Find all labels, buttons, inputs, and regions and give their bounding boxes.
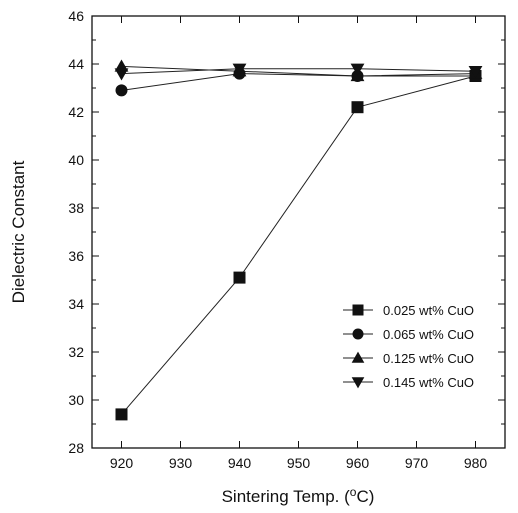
series-markers bbox=[114, 59, 483, 421]
data-point-s1-2 bbox=[233, 271, 246, 284]
data-point-s2-1 bbox=[115, 84, 128, 97]
y-tick-label: 46 bbox=[68, 8, 84, 24]
series-line-3 bbox=[121, 65, 476, 77]
legend-marker-2 bbox=[352, 328, 364, 340]
data-point-s4-1 bbox=[114, 68, 129, 81]
y-tick-label: 34 bbox=[68, 296, 84, 312]
data-point-s1-3 bbox=[351, 101, 364, 114]
x-axis-label-main: Sintering Temp. ( bbox=[222, 487, 351, 506]
series-line-2 bbox=[121, 73, 476, 91]
y-axis-label: Dielectric Constant bbox=[9, 160, 28, 303]
x-tick-label: 930 bbox=[169, 455, 193, 471]
y-tick-label: 36 bbox=[68, 248, 84, 264]
legend-marker-1 bbox=[352, 304, 364, 316]
legend-label-4: 0.145 wt% CuO bbox=[383, 375, 474, 390]
y-tick-label: 30 bbox=[68, 392, 84, 408]
data-point-s1-1 bbox=[115, 408, 128, 421]
legend-label-1: 0.025 wt% CuO bbox=[383, 303, 474, 318]
x-tick-label: 960 bbox=[346, 455, 370, 471]
y-tick-label: 38 bbox=[68, 200, 84, 216]
x-tick-label: 980 bbox=[464, 455, 488, 471]
y-tick-label: 32 bbox=[68, 344, 84, 360]
axis-ticks: 920 930 940 950 960 970 980 28 30 32 34 36 38 40 42 44 4… bbox=[68, 8, 505, 471]
x-tick-label: 920 bbox=[110, 455, 134, 471]
x-tick-label: 950 bbox=[287, 455, 311, 471]
legend-label-2: 0.065 wt% CuO bbox=[383, 327, 474, 342]
x-tick-label: 940 bbox=[228, 455, 252, 471]
legend-marker-3 bbox=[351, 351, 365, 363]
y-tick-label: 28 bbox=[68, 440, 84, 456]
x-axis-label-unit: C) bbox=[356, 487, 374, 506]
data-point-s4-3 bbox=[350, 63, 365, 76]
legend-marker-4 bbox=[351, 377, 365, 389]
y-tick-label: 42 bbox=[68, 104, 84, 120]
y-tick-label: 44 bbox=[68, 56, 84, 72]
data-point-s4-4 bbox=[468, 66, 483, 79]
data-point-s4-2 bbox=[232, 63, 247, 76]
x-tick-label: 970 bbox=[405, 455, 429, 471]
x-axis-label-degree: o bbox=[350, 485, 357, 499]
legend: 0.025 wt% CuO 0.065 wt% CuO 0.125 wt% CuO 0… bbox=[343, 303, 474, 390]
series-line-4 bbox=[121, 68, 476, 75]
series-lines bbox=[121, 65, 476, 415]
y-tick-label: 40 bbox=[68, 152, 84, 168]
series-line-1 bbox=[121, 75, 476, 415]
legend-label-3: 0.125 wt% CuO bbox=[383, 351, 474, 366]
x-axis-label: Sintering Temp. (oC) bbox=[222, 485, 375, 506]
